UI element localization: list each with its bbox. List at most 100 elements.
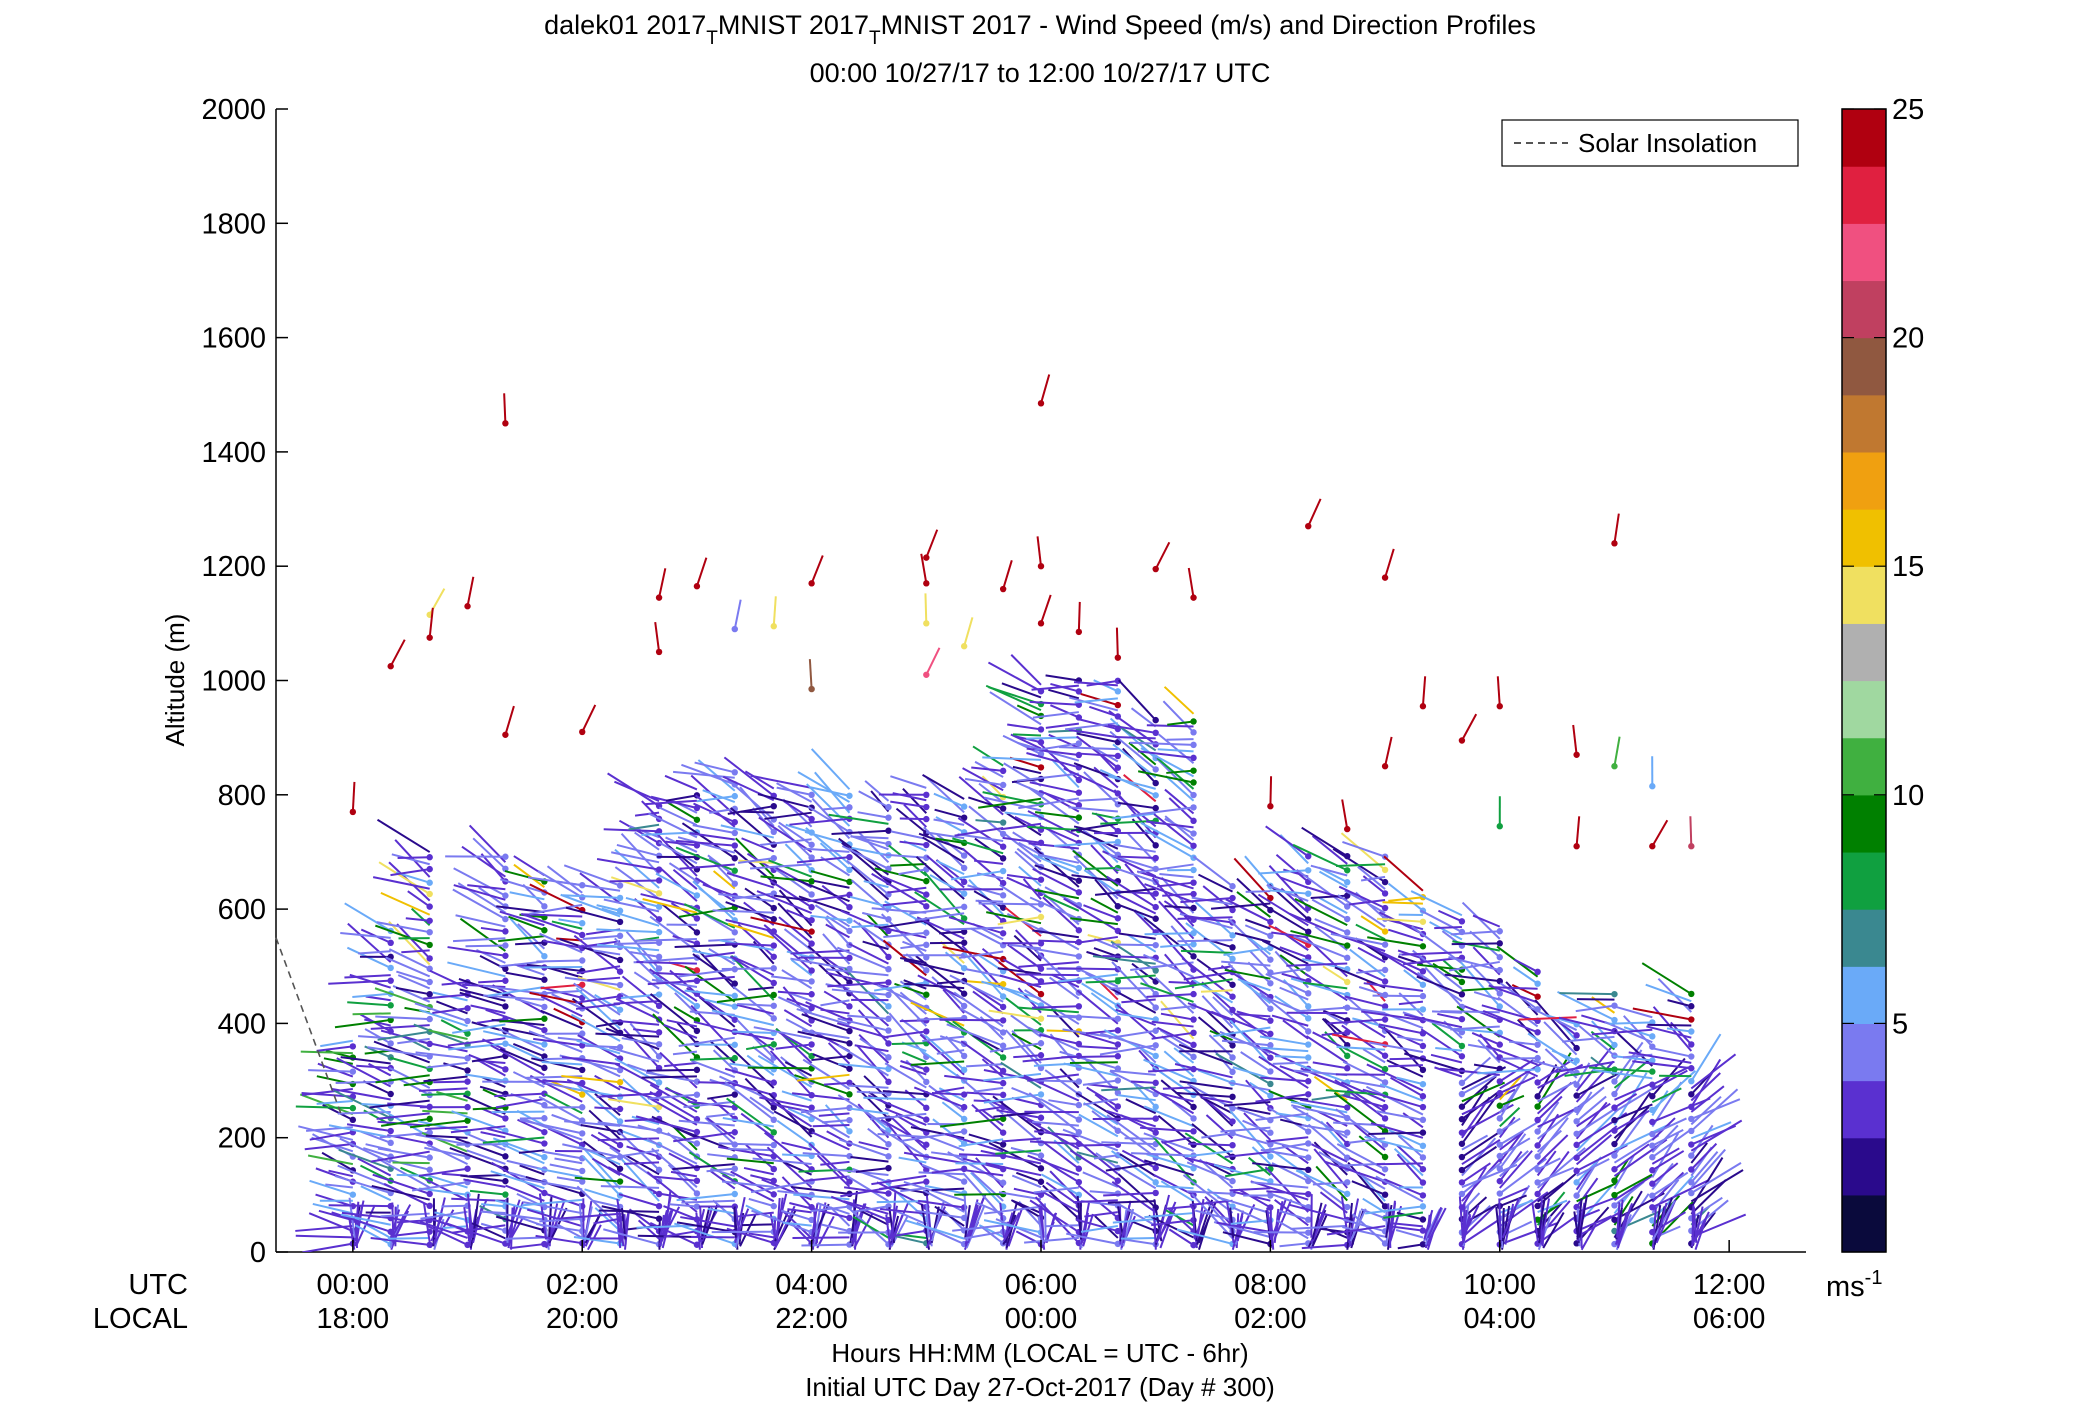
wind-barb bbox=[1002, 560, 1013, 590]
wind-obs-point bbox=[960, 1052, 968, 1060]
wind-barb bbox=[388, 920, 431, 966]
wind-obs-point bbox=[1458, 1116, 1466, 1123]
wind-barb bbox=[397, 974, 431, 990]
wind-barb bbox=[1499, 1187, 1528, 1201]
wind-barb bbox=[664, 1062, 698, 1068]
wind-barb bbox=[893, 1209, 927, 1226]
wind-barb bbox=[476, 1017, 506, 1024]
wind-barb bbox=[728, 922, 775, 939]
wind-obs-point bbox=[808, 928, 815, 935]
wind-barb bbox=[780, 1209, 812, 1221]
colorbar-unit-exponent: -1 bbox=[1865, 1267, 1883, 1289]
wind-obs-point bbox=[1611, 1090, 1618, 1098]
wind-barb bbox=[1412, 949, 1463, 990]
wind-barb bbox=[651, 978, 698, 989]
wind-barb bbox=[1695, 1211, 1710, 1239]
wind-barb bbox=[1651, 1117, 1687, 1136]
wind-barb bbox=[1311, 898, 1348, 920]
wind-obs-point bbox=[1305, 1154, 1312, 1161]
wind-barb bbox=[586, 1211, 603, 1239]
wind-barb bbox=[1221, 960, 1271, 967]
wind-obs-point bbox=[1611, 1078, 1618, 1085]
wind-barb bbox=[1048, 1099, 1080, 1107]
wind-barb bbox=[925, 831, 965, 840]
wind-barb bbox=[1245, 890, 1271, 893]
x-tick-label-local: 22:00 bbox=[775, 1303, 848, 1335]
wind-obs-point bbox=[923, 1178, 930, 1185]
wind-obs-point bbox=[1458, 918, 1466, 925]
wind-obs-point bbox=[1190, 1128, 1197, 1135]
wind-barb bbox=[364, 1049, 391, 1055]
wind-barb bbox=[1461, 986, 1500, 992]
wind-barb bbox=[424, 1125, 468, 1131]
wind-barb bbox=[927, 1135, 965, 1152]
wind-barb bbox=[1082, 1079, 1118, 1086]
wind-barb bbox=[1018, 797, 1080, 810]
wind-barb bbox=[451, 1224, 506, 1234]
wind-barb bbox=[1177, 939, 1233, 943]
wind-barb bbox=[538, 1095, 583, 1122]
wind-barb bbox=[298, 1125, 354, 1141]
colorbar-segment bbox=[1842, 109, 1886, 167]
wind-barb bbox=[1327, 1018, 1386, 1025]
wind-barb bbox=[967, 884, 1004, 897]
wind-barb bbox=[810, 748, 851, 790]
wind-obs-point bbox=[1075, 1101, 1083, 1109]
wind-obs-point bbox=[1267, 956, 1274, 963]
wind-barb bbox=[1162, 700, 1195, 734]
wind-barb bbox=[1224, 1101, 1271, 1107]
wind-obs-point bbox=[1267, 1204, 1274, 1211]
wind-barb bbox=[578, 1203, 584, 1240]
wind-barb bbox=[1077, 718, 1119, 731]
wind-barb bbox=[1694, 1206, 1704, 1240]
wind-barb bbox=[941, 1101, 965, 1120]
wind-barb bbox=[509, 891, 545, 901]
wind-obs-point bbox=[923, 1017, 930, 1024]
wind-obs-point bbox=[579, 728, 586, 736]
wind-barb bbox=[1197, 1069, 1233, 1084]
wind-barb bbox=[737, 857, 774, 864]
wind-barb bbox=[796, 856, 850, 864]
wind-barb bbox=[1499, 1107, 1521, 1128]
wind-barb bbox=[1032, 867, 1080, 894]
wind-barb bbox=[748, 1232, 774, 1239]
wind-obs-point bbox=[1075, 1128, 1083, 1136]
wind-barb bbox=[340, 1213, 391, 1226]
wind-obs-point bbox=[1075, 953, 1083, 960]
wind-barb bbox=[389, 639, 406, 667]
wind-barb bbox=[607, 1166, 660, 1195]
wind-barb bbox=[1564, 1068, 1615, 1077]
wind-barb bbox=[396, 923, 431, 960]
wind-barb bbox=[1366, 1063, 1424, 1092]
wind-barb bbox=[1032, 711, 1079, 719]
wind-barb bbox=[1410, 890, 1463, 917]
colorbar-unit-base: ms bbox=[1826, 1271, 1865, 1303]
wind-barb bbox=[1460, 961, 1501, 1008]
wind-obs-point bbox=[1534, 1179, 1541, 1186]
wind-obs-point bbox=[655, 1053, 663, 1060]
colorbar-segment bbox=[1842, 509, 1886, 567]
wind-barb bbox=[1501, 1205, 1511, 1250]
wind-barb bbox=[1559, 992, 1615, 996]
wind-barb bbox=[1145, 820, 1194, 829]
wind-barb bbox=[1351, 1180, 1386, 1196]
wind-barb bbox=[295, 1225, 353, 1232]
wind-obs-point bbox=[1496, 1177, 1503, 1185]
wind-obs-point bbox=[1152, 1129, 1159, 1136]
wind-barb bbox=[1108, 853, 1156, 870]
wind-obs-point bbox=[655, 953, 663, 961]
wind-obs-point bbox=[1688, 1065, 1695, 1072]
wind-barb bbox=[939, 1018, 1004, 1022]
wind-barb bbox=[804, 830, 850, 846]
wind-obs-point bbox=[541, 976, 548, 983]
wind-barb bbox=[935, 816, 965, 834]
wind-obs-point bbox=[1649, 1081, 1656, 1088]
wind-barb bbox=[436, 1000, 468, 1015]
wind-obs-point bbox=[1267, 980, 1274, 987]
wind-obs-point bbox=[960, 1091, 968, 1098]
wind-barb bbox=[581, 704, 597, 733]
wind-obs-point bbox=[1419, 1042, 1427, 1050]
wind-barb bbox=[1176, 1228, 1233, 1245]
wind-obs-point bbox=[1344, 915, 1351, 923]
wind-barb bbox=[503, 393, 507, 424]
